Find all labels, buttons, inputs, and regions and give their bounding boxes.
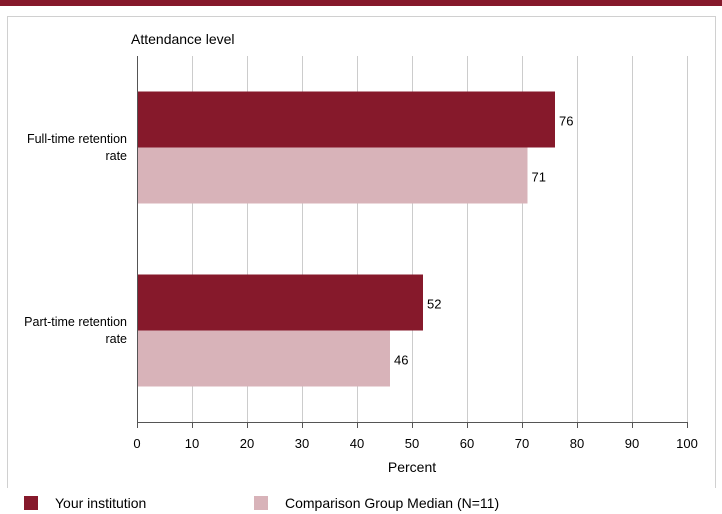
x-tick-label: 80: [570, 436, 584, 451]
x-axis-label: Percent: [388, 459, 436, 475]
legend-label: Comparison Group Median (N=11): [285, 495, 500, 511]
bar: [138, 274, 423, 331]
bar-value-label: 46: [394, 353, 408, 368]
x-tick-label: 0: [133, 436, 140, 451]
bar-value-label: 76: [559, 114, 573, 129]
legend-swatch: [254, 496, 268, 510]
y-category-label: Full-time retention rate: [27, 132, 127, 163]
chart-frame: [7, 16, 716, 488]
top-accent-rule: [0, 0, 722, 6]
bar: [138, 91, 555, 148]
x-tick-label: 30: [295, 436, 309, 451]
y-category-label: Part-time retention rate: [24, 315, 127, 346]
bar-value-label: 52: [427, 297, 441, 312]
x-tick-label: 50: [405, 436, 419, 451]
legend-label: Your institution: [55, 495, 147, 511]
legend-swatch: [24, 496, 38, 510]
x-tick-label: 40: [350, 436, 364, 451]
chart-legend: Your institution Comparison Group Median …: [0, 488, 722, 514]
legend-item: Comparison Group Median (N=11): [254, 495, 499, 511]
bar-chart: 0 10 20 30 40 50 60 70 80 90 100 Attendance level Pe…: [7, 16, 716, 488]
bar: [138, 147, 528, 204]
x-tick-label: 10: [185, 436, 199, 451]
x-tick-label: 70: [515, 436, 529, 451]
chart-title: Attendance level: [131, 31, 235, 47]
bar-value-label: 71: [532, 170, 546, 185]
x-tick-label: 90: [625, 436, 639, 451]
x-tick-label: 60: [460, 436, 474, 451]
bar: [138, 330, 390, 387]
x-tick-label: 100: [676, 436, 698, 451]
x-tick-label: 20: [240, 436, 254, 451]
legend-item: Your institution: [24, 495, 146, 511]
